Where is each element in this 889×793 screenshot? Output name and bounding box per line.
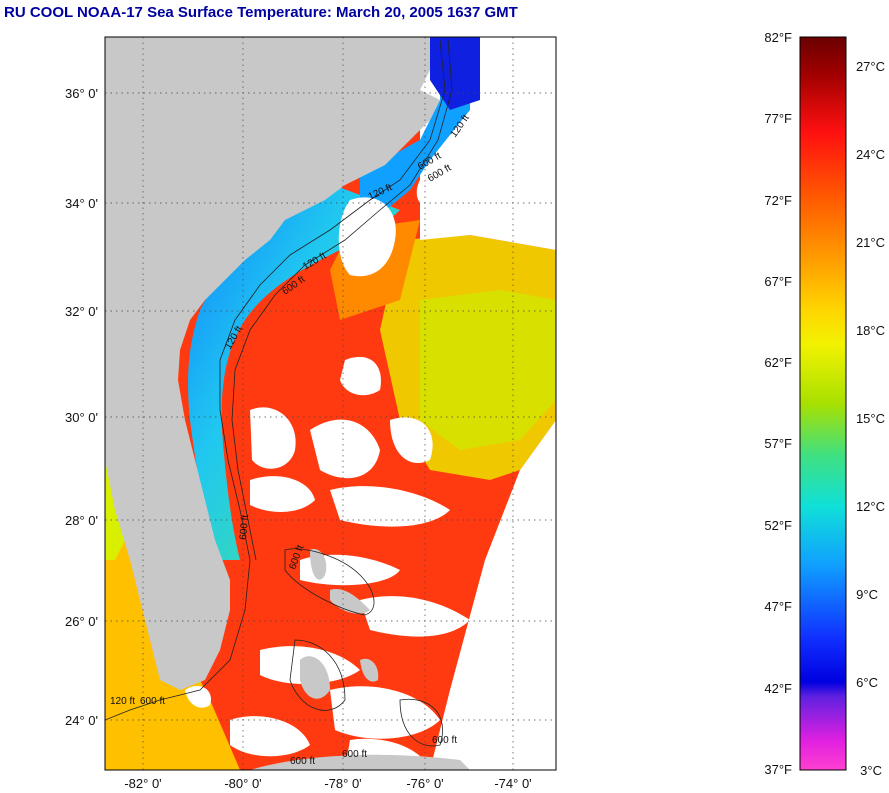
temperature-colorbar (799, 36, 847, 771)
latitude-labels: 36° 0' 34° 0' 32° 0' 30° 0' 28° 0' 26° 0… (65, 86, 98, 728)
celsius-label: 6°C (856, 675, 878, 690)
colorbar-fahrenheit-labels: 82°F 77°F 72°F 67°F 62°F 57°F 52°F 47°F … (764, 30, 792, 777)
celsius-label: 12°C (856, 499, 885, 514)
celsius-label: 24°C (856, 147, 885, 162)
fahrenheit-label: 37°F (764, 762, 792, 777)
lat-label: 32° 0' (65, 304, 98, 319)
fahrenheit-label: 82°F (764, 30, 792, 45)
celsius-label: 9°C (856, 587, 878, 602)
isobath-label: 120 ft (110, 696, 135, 707)
lat-label: 24° 0' (65, 713, 98, 728)
map-frame (104, 36, 557, 771)
celsius-label: 3°C (860, 763, 882, 778)
fahrenheit-label: 62°F (764, 355, 792, 370)
shelf-coldest-water (430, 37, 480, 110)
isobath-label: 600 ft (342, 749, 367, 760)
fahrenheit-label: 67°F (764, 274, 792, 289)
fahrenheit-label: 72°F (764, 193, 792, 208)
map-title: RU COOL NOAA-17 Sea Surface Temperature:… (4, 4, 518, 21)
lon-label: -82° 0' (124, 776, 161, 791)
lon-label: -80° 0' (224, 776, 261, 791)
isobath-label: 600 ft (238, 514, 251, 540)
celsius-label: 21°C (856, 235, 885, 250)
lat-label: 28° 0' (65, 513, 98, 528)
fahrenheit-label: 42°F (764, 681, 792, 696)
isobath-label: 600 ft (432, 735, 457, 746)
fahrenheit-label: 77°F (764, 111, 792, 126)
ocean-yellow-green-region (420, 290, 556, 450)
fahrenheit-label: 47°F (764, 599, 792, 614)
lat-label: 26° 0' (65, 614, 98, 629)
celsius-label: 18°C (856, 323, 885, 338)
celsius-label: 27°C (856, 59, 885, 74)
lon-label: -74° 0' (494, 776, 531, 791)
isobath-contours (105, 39, 453, 747)
celsius-label: 15°C (856, 411, 885, 426)
lat-label: 34° 0' (65, 196, 98, 211)
lat-label: 36° 0' (65, 86, 98, 101)
fahrenheit-label: 57°F (764, 436, 792, 451)
colorbar-celsius-labels: 27°C 24°C 21°C 18°C 15°C 12°C 9°C 6°C 3°… (856, 59, 885, 778)
lon-label: -76° 0' (406, 776, 443, 791)
lon-label: -78° 0' (324, 776, 361, 791)
fahrenheit-label: 52°F (764, 518, 792, 533)
longitude-labels: -82° 0' -80° 0' -78° 0' -76° 0' -74° 0' (124, 776, 531, 791)
map-grid (105, 37, 556, 770)
map-plot-area (105, 37, 556, 770)
isobath-label: 600 ft (290, 756, 315, 767)
isobath-label: 600 ft (140, 696, 165, 707)
shelf-cool-water (188, 180, 400, 560)
no-coverage-region (430, 37, 556, 770)
land-florida-southeast-us (105, 37, 440, 690)
lat-label: 30° 0' (65, 410, 98, 425)
